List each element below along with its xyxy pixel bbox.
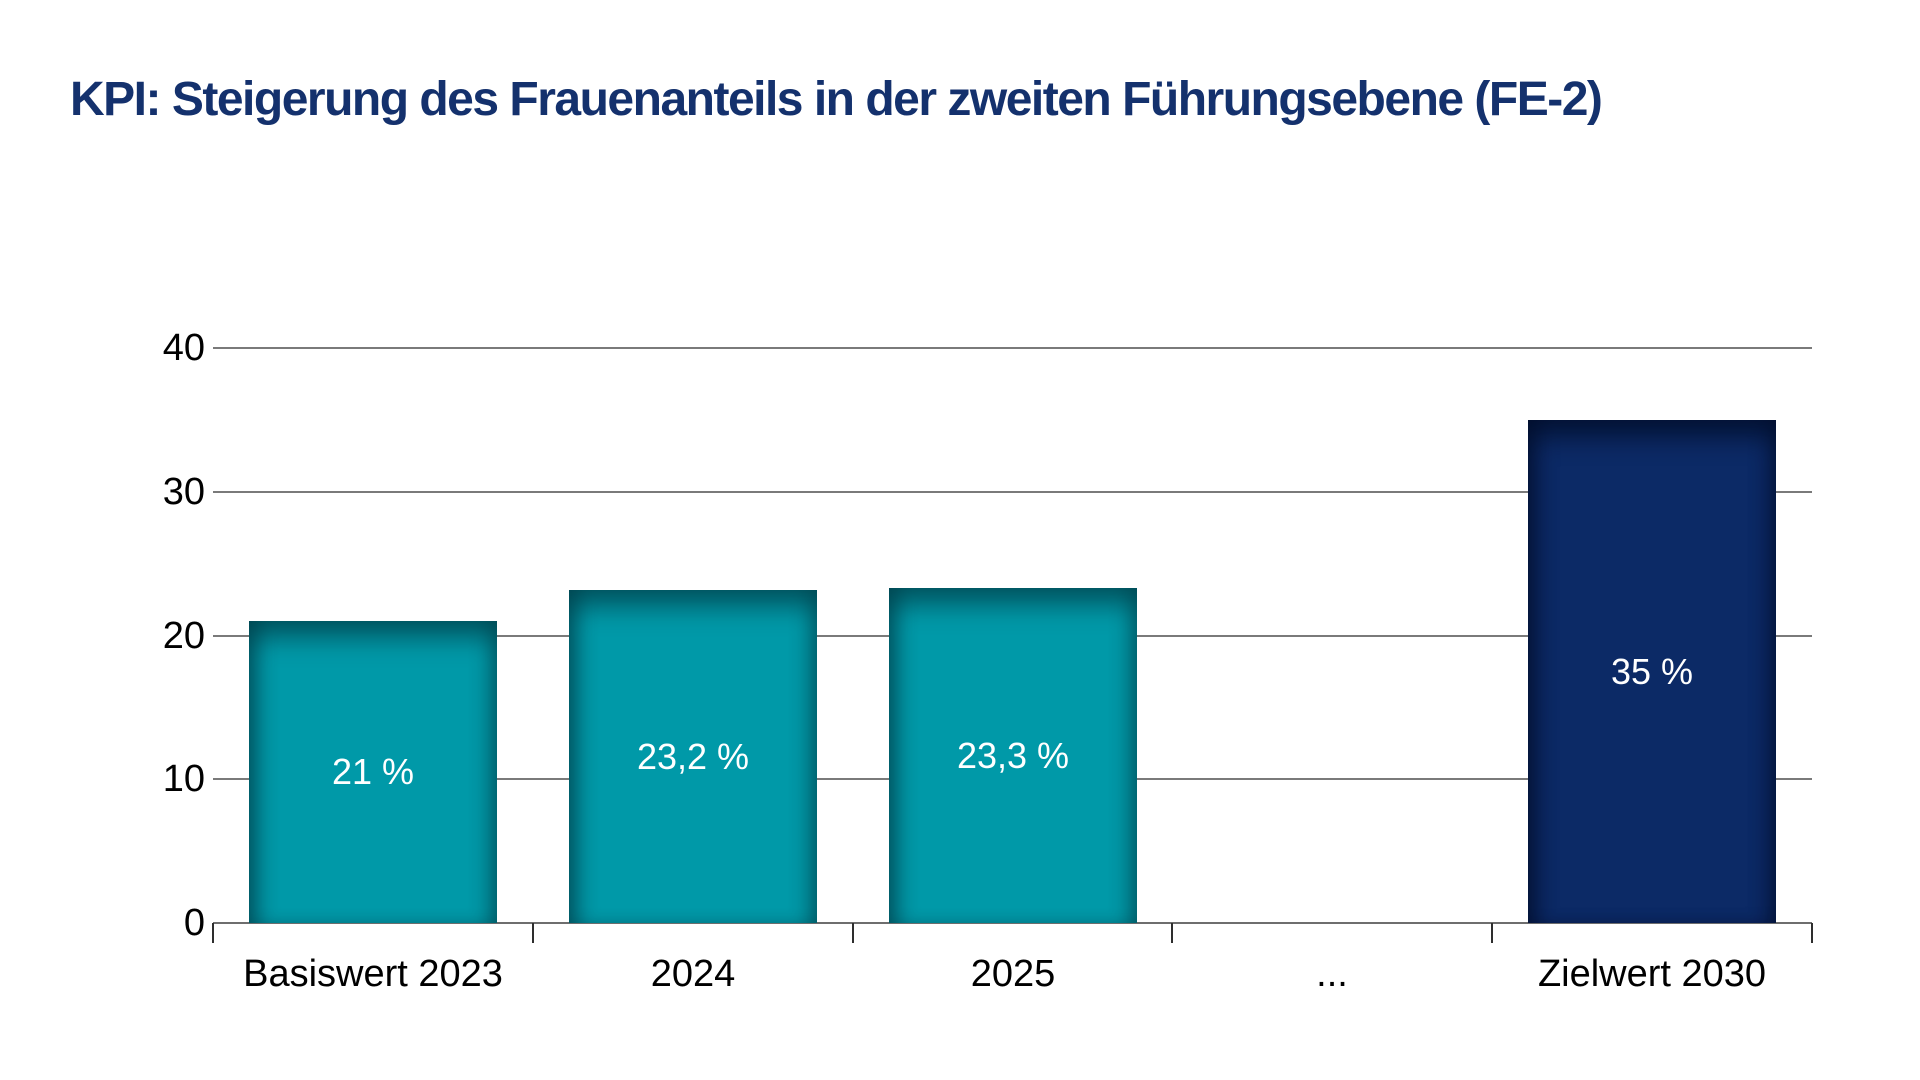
y-tick-label-0: 0 bbox=[183, 902, 205, 944]
value-label-basiswert-2023: 21 % bbox=[331, 751, 415, 792]
gridline-30 bbox=[213, 491, 1812, 494]
category-label-basiswert-2023: Basiswert 2023 bbox=[243, 953, 503, 995]
y-tick-label-40: 40 bbox=[162, 327, 205, 370]
bar-basiswert-2023: 21 % bbox=[249, 621, 497, 923]
value-label-2024: 23,2 % bbox=[636, 735, 750, 777]
bar-zielwert-2030: 35 % bbox=[1528, 420, 1776, 923]
x-axis-tick-2 bbox=[852, 923, 854, 943]
category-label-zielwert-2030: Zielwert 2030 bbox=[1537, 953, 1767, 995]
bar-2025: 23,3 % bbox=[889, 588, 1137, 923]
value-label-2025: 23,3 % bbox=[956, 734, 1070, 776]
category-label-dots: ... bbox=[1316, 953, 1348, 995]
y-tick-label-20: 20 bbox=[162, 614, 205, 657]
x-axis-tick-0 bbox=[212, 923, 214, 943]
category-label-2025: 2025 bbox=[970, 953, 1056, 995]
x-axis-tick-5 bbox=[1811, 923, 1813, 943]
y-tick-label-30: 30 bbox=[162, 471, 205, 514]
chart-title: KPI: Steigerung des Frauenanteils in der… bbox=[70, 73, 1603, 126]
x-axis-tick-1 bbox=[532, 923, 534, 943]
x-axis-tick-4 bbox=[1491, 923, 1493, 943]
value-label-zielwert-2030: 35 % bbox=[1610, 650, 1694, 692]
category-label-2024: 2024 bbox=[650, 953, 736, 995]
x-axis-line bbox=[213, 922, 1812, 924]
x-axis-tick-3 bbox=[1171, 923, 1173, 943]
gridline-40 bbox=[213, 347, 1812, 350]
bar-2024: 23,2 % bbox=[569, 590, 817, 923]
y-tick-label-10: 10 bbox=[162, 758, 205, 801]
